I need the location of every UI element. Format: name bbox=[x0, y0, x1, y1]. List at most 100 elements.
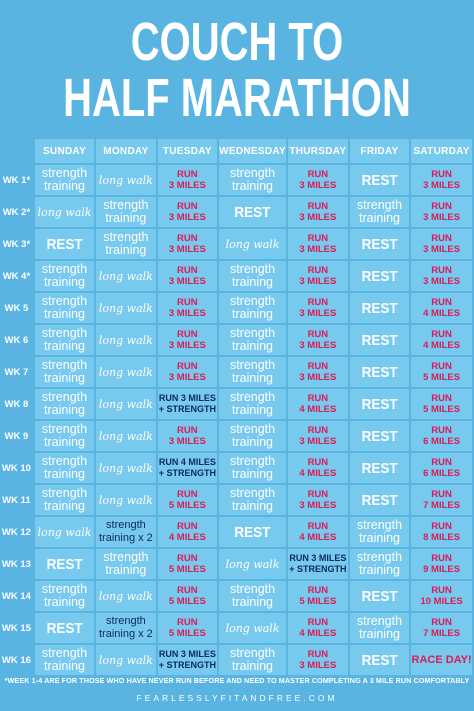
week-label: WK 4* bbox=[2, 270, 31, 282]
schedule-cell-text: REST bbox=[361, 651, 398, 669]
table-row: WK 10 strength training long walk RUN 4 MIL… bbox=[0, 451, 474, 485]
schedule-cell-text: RUN 7 MILES bbox=[423, 617, 461, 639]
schedule-cell-walk: long walk bbox=[94, 163, 158, 197]
schedule-cell-text: long walk bbox=[225, 237, 280, 251]
schedule-cell-text: long walk bbox=[37, 525, 92, 539]
schedule-cell-strength: strength training bbox=[32, 291, 97, 325]
week-label: WK 9 bbox=[4, 430, 29, 442]
schedule-cell-walk: long walk bbox=[217, 611, 288, 645]
schedule-cell-text: RUN 9 MILES bbox=[423, 553, 461, 575]
schedule-cell-rest: REST bbox=[347, 227, 412, 261]
schedule-cell-text: RUN 4 MILES bbox=[299, 393, 337, 415]
schedule-cell-text: REST bbox=[361, 299, 398, 317]
schedule-cell-text: RUN 3 MILES bbox=[423, 265, 461, 287]
schedule-cell-text: REST bbox=[361, 459, 398, 477]
schedule-cell-strength: strength training bbox=[32, 323, 97, 357]
week-label: WK 14 bbox=[1, 590, 31, 602]
schedule-cell-text: strength training bbox=[229, 326, 276, 353]
schedule-cell-text: REST bbox=[361, 587, 398, 605]
schedule-cell-text: RUN 7 MILES bbox=[423, 489, 461, 511]
schedule-cell-strength: strength training bbox=[217, 323, 288, 357]
schedule-cell-text: strength training x 2 bbox=[98, 615, 153, 640]
schedule-cell-text: long walk bbox=[37, 205, 92, 219]
schedule-cell-text: RUN 4 MILES bbox=[423, 329, 461, 351]
schedule-cell-run: RUN 3 MILES bbox=[285, 195, 350, 229]
schedule-cell-text: RUN 3 MILES bbox=[299, 425, 337, 447]
schedule-cell-text: RACE DAY! bbox=[411, 654, 472, 666]
schedule-cell-run: RUN 3 MILES bbox=[285, 355, 350, 389]
schedule-cell-text: strength training bbox=[41, 166, 88, 193]
table-row: WK 11 strength training long walk RUN 5 MIL… bbox=[0, 483, 474, 517]
schedule-cell-text: RUN 3 MILES bbox=[168, 329, 206, 351]
week-label: WK 13 bbox=[1, 558, 31, 570]
table-row: WK 16 strength training long walk RUN 3 MIL… bbox=[0, 643, 474, 677]
schedule-cell-text: RUN 3 MILES bbox=[423, 169, 461, 191]
day-header-friday: FRIDAY bbox=[347, 137, 412, 165]
schedule-cell-combo: RUN 3 MILES + STRENGTH bbox=[155, 643, 220, 677]
schedule-cell-strength: strength training bbox=[347, 195, 412, 229]
schedule-cell-combo: RUN 3 MILES + STRENGTH bbox=[285, 547, 350, 581]
schedule-cell-strength: strength training bbox=[32, 259, 97, 293]
schedule-cell-walk: long walk bbox=[94, 579, 158, 613]
schedule-cell-run: RUN 5 MILES bbox=[409, 355, 474, 389]
schedule-cell-run: RUN 4 MILES bbox=[285, 515, 350, 549]
schedule-cell-run: RUN 3 MILES bbox=[285, 163, 350, 197]
schedule-cell-text: REST bbox=[46, 619, 83, 637]
schedule-cell-strength: strength training bbox=[217, 579, 288, 613]
schedule-cell-text: long walk bbox=[98, 301, 153, 315]
schedule-cell-text: RUN 3 MILES bbox=[299, 169, 337, 191]
schedule-cell-text: long walk bbox=[98, 365, 153, 379]
week-label: WK 16 bbox=[1, 654, 31, 666]
schedule-cell-strength: strength training bbox=[217, 451, 288, 485]
week-label: WK 6 bbox=[4, 334, 29, 346]
schedule-cell-text: RUN 6 MILES bbox=[423, 457, 461, 479]
table-row: WK 1* strength training long walk RUN 3 MIL… bbox=[0, 163, 474, 197]
schedule-cell-text: strength training bbox=[41, 646, 88, 673]
table-row: WK 6 strength training long walk RUN 3 MILE… bbox=[0, 323, 474, 357]
schedule-cell-walk: long walk bbox=[94, 259, 158, 293]
day-header-sunday: SUNDAY bbox=[32, 137, 97, 165]
schedule-cell-text: REST bbox=[361, 491, 398, 509]
schedule-cell-text: strength training bbox=[103, 198, 149, 225]
week-label: WK 15 bbox=[1, 622, 31, 634]
schedule-cell-text: strength training x 2 bbox=[98, 519, 153, 544]
schedule-cell-text: REST bbox=[46, 555, 83, 573]
schedule-cell-text: strength training bbox=[229, 646, 276, 673]
schedule-cell-run: RUN 3 MILES bbox=[155, 259, 220, 293]
week-label: WK 7 bbox=[4, 366, 29, 378]
schedule-cell-rest: REST bbox=[32, 547, 97, 581]
schedule-cell-text: strength training bbox=[41, 262, 88, 289]
schedule-cell-text: REST bbox=[361, 171, 398, 189]
schedule-cell-rest: REST bbox=[347, 643, 412, 677]
schedule-cell-rest: REST bbox=[32, 227, 97, 261]
schedule-cell-strength: strength training bbox=[32, 579, 97, 613]
schedule-cell-run: RUN 6 MILES bbox=[409, 419, 474, 453]
corner-cell bbox=[0, 138, 34, 164]
schedule-cell-text: long walk bbox=[98, 653, 153, 667]
schedule-cell-strength: strength training bbox=[217, 387, 288, 421]
schedule-cell-strength: strength training bbox=[217, 483, 288, 517]
schedule-cell-walk: long walk bbox=[217, 547, 288, 581]
schedule-cell-text: long walk bbox=[98, 589, 153, 603]
schedule-cell-run: RUN 6 MILES bbox=[409, 451, 474, 485]
schedule-cell-text: RUN 4 MILES bbox=[168, 521, 206, 543]
schedule-cell-strength: strength training bbox=[94, 227, 158, 261]
schedule-cell-walk: long walk bbox=[94, 291, 158, 325]
schedule-cell-text: RUN 4 MILES bbox=[299, 617, 337, 639]
schedule-cell-text: long walk bbox=[225, 557, 280, 571]
schedule-cell-strx2: strength training x 2 bbox=[94, 515, 158, 549]
schedule-cell-text: strength training bbox=[41, 358, 88, 385]
schedule-cell-rest: REST bbox=[32, 611, 97, 645]
schedule-cell-text: REST bbox=[234, 523, 271, 541]
page-title-line-2: HALF MARATHON bbox=[63, 68, 411, 128]
table-row: WK 15 REST strength training x 2 RUN 5 MILE… bbox=[0, 611, 474, 645]
schedule-cell-text: REST bbox=[361, 427, 398, 445]
week-label: WK 12 bbox=[1, 526, 31, 538]
schedule-cell-text: strength training bbox=[356, 614, 403, 641]
schedule-cell-text: strength training bbox=[356, 550, 403, 577]
schedule-cell-run: RUN 4 MILES bbox=[155, 515, 220, 549]
training-schedule-table: SUNDAY MONDAY TUESDAY WEDNESDAY THURSDAY… bbox=[0, 137, 474, 677]
schedule-cell-text: RUN 5 MILES bbox=[423, 361, 461, 383]
schedule-cell-text: RUN 3 MILES bbox=[168, 233, 206, 255]
schedule-cell-run: RUN 3 MILES bbox=[409, 227, 474, 261]
